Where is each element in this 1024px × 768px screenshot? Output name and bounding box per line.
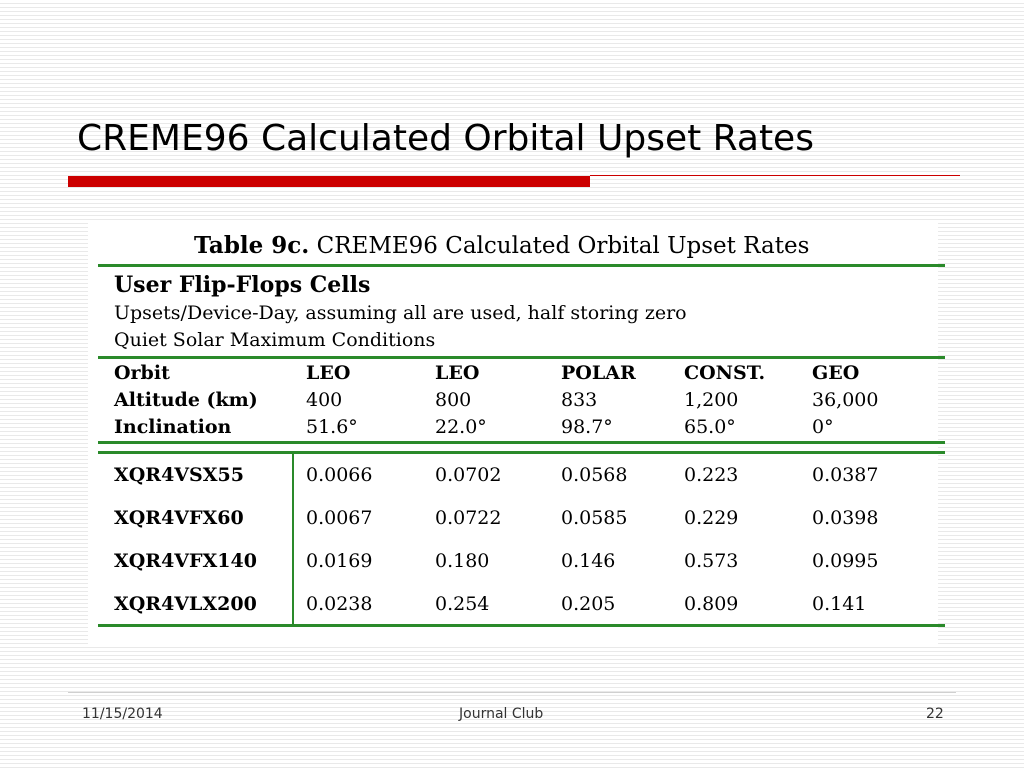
bottom-rule [98,624,945,627]
header-value: LEO [435,362,480,384]
slide-number: 22 [926,706,944,722]
device-name: XQR4VFX60 [114,507,244,529]
header-value: 833 [561,389,598,411]
header-bottom-rule-2 [98,451,945,454]
header-value: POLAR [561,362,636,384]
header-bottom-rule-1 [98,441,945,444]
rate-value: 0.0702 [435,464,502,486]
rate-value: 0.0398 [812,507,879,529]
header-value: 36,000 [812,389,879,411]
rate-value: 0.223 [684,464,739,486]
header-value: 0° [812,416,834,438]
header-value: 1,200 [684,389,739,411]
title-underline-thin [590,175,960,176]
header-top-rule [98,356,945,359]
header-label: Altitude (km) [114,389,258,411]
rate-value: 0.573 [684,550,739,572]
rate-value: 0.205 [561,593,616,615]
device-name: XQR4VFX140 [114,550,257,572]
header-value: LEO [306,362,351,384]
rate-value: 0.141 [812,593,867,615]
section-title: User Flip-Flops Cells [114,272,371,298]
footer-divider [68,692,956,693]
rate-value: 0.0568 [561,464,628,486]
top-rule [98,264,945,267]
table-caption-text: CREME96 Calculated Orbital Upset Rates [316,233,810,259]
header-value: 65.0° [684,416,736,438]
header-value: 800 [435,389,472,411]
rate-value: 0.180 [435,550,490,572]
rate-value: 0.0387 [812,464,879,486]
rate-value: 0.254 [435,593,490,615]
rate-value: 0.0585 [561,507,628,529]
device-name: XQR4VLX200 [114,593,257,615]
title-underline-bar [68,176,590,187]
rate-value: 0.0995 [812,550,879,572]
header-value: 98.7° [561,416,613,438]
header-value: GEO [812,362,860,384]
rate-value: 0.0169 [306,550,373,572]
header-value: 400 [306,389,343,411]
rate-value: 0.229 [684,507,739,529]
header-value: CONST. [684,362,766,384]
header-value: 51.6° [306,416,358,438]
footer-date: 11/15/2014 [82,706,163,722]
header-label: Orbit [114,362,170,384]
slide-title: CREME96 Calculated Orbital Upset Rates [77,118,814,159]
subtitle-conditions: Quiet Solar Maximum Conditions [114,329,436,351]
rate-value: 0.809 [684,593,739,615]
rate-value: 0.0066 [306,464,373,486]
rate-value: 0.146 [561,550,616,572]
device-name: XQR4VSX55 [114,464,244,486]
table-caption-label: Table 9c. [194,232,310,259]
vertical-divider [292,451,294,627]
header-value: 22.0° [435,416,487,438]
rate-value: 0.0722 [435,507,502,529]
header-label: Inclination [114,416,232,438]
table-caption: Table 9c. CREME96 Calculated Orbital Ups… [194,232,809,259]
subtitle-upsets: Upsets/Device-Day, assuming all are used… [114,302,687,324]
rate-value: 0.0067 [306,507,373,529]
rate-value: 0.0238 [306,593,373,615]
table-figure: Table 9c. CREME96 Calculated Orbital Ups… [88,222,945,647]
footer-title: Journal Club [459,706,544,722]
